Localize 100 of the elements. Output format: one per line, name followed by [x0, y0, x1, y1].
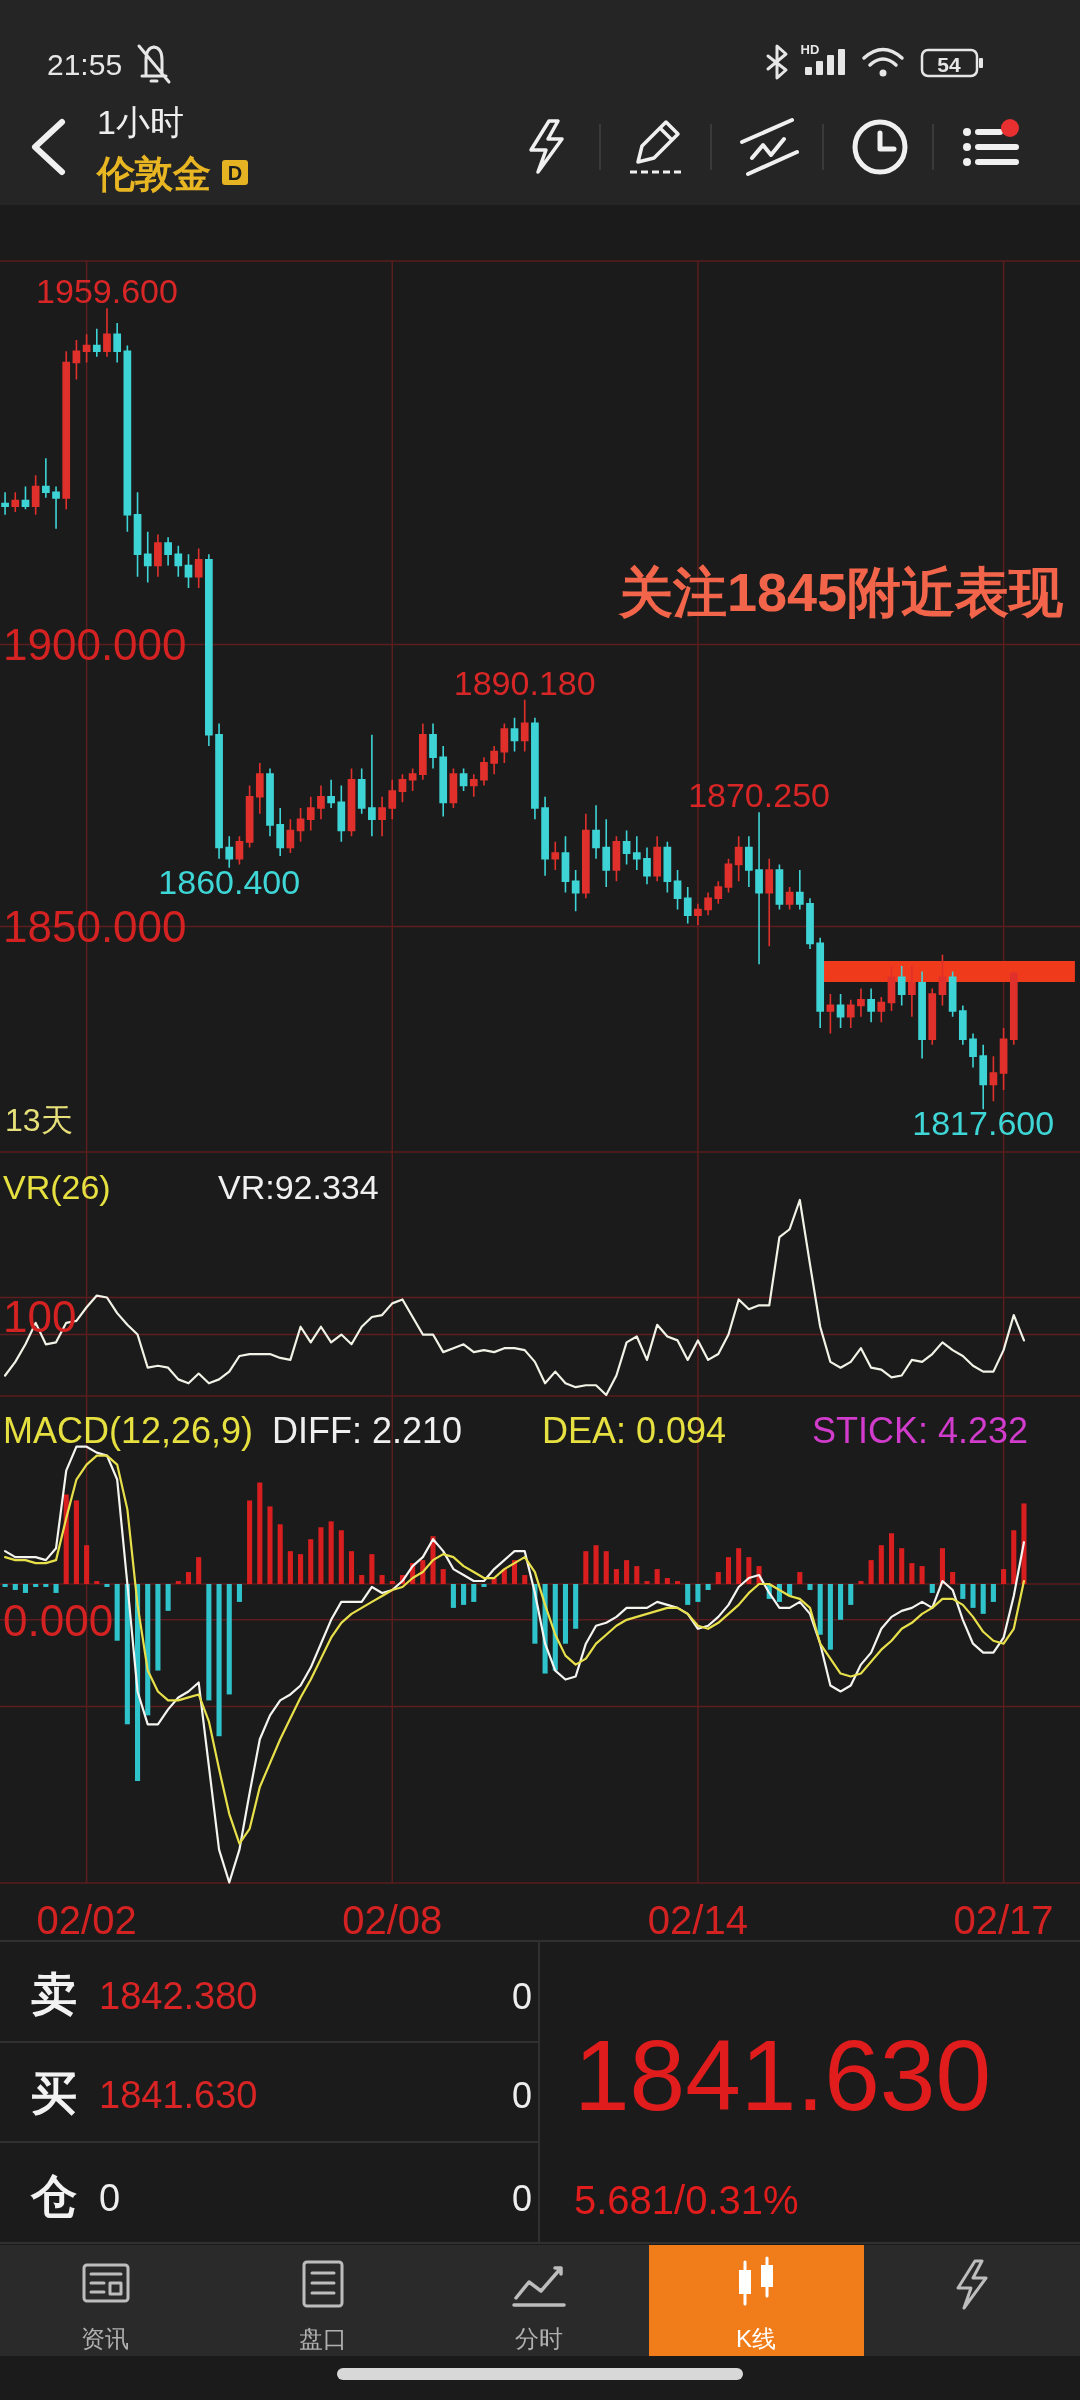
- bar: [970, 1584, 976, 1608]
- text: 分时: [515, 2324, 563, 2352]
- candlestick: [510, 716, 519, 753]
- candlestick: [734, 835, 743, 883]
- bar: [53, 1584, 59, 1593]
- candlestick: [368, 733, 376, 837]
- bar: [603, 1551, 609, 1585]
- text: 1841.630: [574, 2019, 992, 2131]
- x-tick-label: 02/17: [953, 1898, 1054, 1942]
- candlestick: [816, 936, 825, 1029]
- text: 盘口: [299, 2324, 347, 2352]
- candlestick: [622, 829, 631, 866]
- candlestick: [775, 863, 784, 911]
- bar: [216, 1584, 222, 1737]
- candlestick: [765, 857, 774, 947]
- bar: [471, 1584, 477, 1602]
- candlestick: [469, 773, 478, 798]
- candlestick: [632, 835, 641, 871]
- candlestick: [480, 756, 488, 787]
- candlestick: [164, 536, 172, 567]
- candlestick: [541, 795, 549, 877]
- bar: [888, 1533, 895, 1585]
- text: 54: [937, 52, 961, 76]
- bar: [43, 1584, 49, 1587]
- candlestick: [724, 857, 733, 894]
- candlestick: [72, 339, 81, 381]
- bar: [950, 1572, 956, 1584]
- candlestick: [612, 835, 621, 883]
- candlestick: [908, 965, 916, 1018]
- bar: [73, 1500, 79, 1584]
- candlestick: [123, 344, 132, 533]
- candlestick: [459, 767, 468, 792]
- text: 仓: [30, 2170, 77, 2222]
- bar: [858, 1581, 864, 1585]
- candlestick: [500, 722, 509, 764]
- bar: [359, 1575, 365, 1585]
- bar: [12, 1584, 18, 1590]
- bar: [104, 1584, 110, 1587]
- bar: [613, 1569, 619, 1584]
- bar: [899, 1548, 905, 1584]
- bar: [1011, 1530, 1017, 1584]
- chart-subtitle: 1小时: [97, 103, 184, 141]
- bar: [583, 1551, 589, 1585]
- bar: [807, 1584, 813, 1590]
- annotation: 1890.180: [453, 663, 596, 702]
- bar: [868, 1560, 874, 1584]
- bar: [308, 1539, 314, 1584]
- candlestick: [347, 767, 356, 837]
- text: K线: [735, 2324, 777, 2352]
- candlestick: [337, 784, 346, 843]
- y-tick-label: 1900.000: [3, 619, 187, 669]
- candlestick: [11, 491, 20, 513]
- candlestick: [113, 322, 122, 364]
- candlestick: [82, 333, 91, 364]
- candlestick: [989, 1055, 998, 1103]
- text: 1842.380: [99, 1975, 258, 2017]
- candlestick: [857, 987, 865, 1018]
- bar: [155, 1584, 161, 1671]
- bar: [960, 1584, 966, 1599]
- annotation: 1870.250: [688, 776, 830, 815]
- text: 资讯: [81, 2324, 129, 2352]
- candlestick: [969, 1032, 977, 1069]
- candlestick: [245, 784, 254, 849]
- candlestick: [449, 767, 458, 809]
- bar: [440, 1569, 446, 1584]
- candlestick: [235, 835, 244, 866]
- bar: [644, 1581, 650, 1585]
- candlestick: [408, 767, 417, 792]
- bar: [33, 1584, 39, 1587]
- bar: [593, 1545, 599, 1584]
- candlestick: [653, 835, 662, 883]
- candlestick: [429, 722, 437, 770]
- bar: [1021, 1503, 1027, 1585]
- text: HD: [800, 41, 820, 57]
- bar: [736, 1548, 742, 1584]
- bar: [878, 1545, 884, 1584]
- bar: [929, 1584, 935, 1593]
- bar: [287, 1551, 293, 1585]
- bar: [990, 1584, 996, 1602]
- candlestick: [21, 485, 30, 510]
- candlestick: [602, 818, 611, 888]
- candlestick: [52, 485, 60, 530]
- candlestick: [133, 491, 142, 578]
- bar: [94, 1581, 100, 1585]
- candlestick: [194, 547, 203, 589]
- bar: [114, 1584, 120, 1641]
- candlestick: [215, 722, 223, 860]
- bar: [980, 1584, 986, 1614]
- annotation: VR:92.334: [218, 1168, 379, 1206]
- bar: [318, 1527, 324, 1585]
- candlestick: [418, 722, 427, 781]
- bar: [196, 1557, 202, 1585]
- candlestick: [704, 891, 712, 916]
- text: 5.681/0.31%: [574, 2178, 799, 2222]
- candlestick: [755, 811, 763, 966]
- candlestick: [143, 530, 152, 584]
- candlestick: [266, 767, 274, 837]
- text: 0: [511, 2177, 532, 2219]
- bar: [369, 1554, 375, 1584]
- annotation: DEA: 0.094: [542, 1409, 727, 1451]
